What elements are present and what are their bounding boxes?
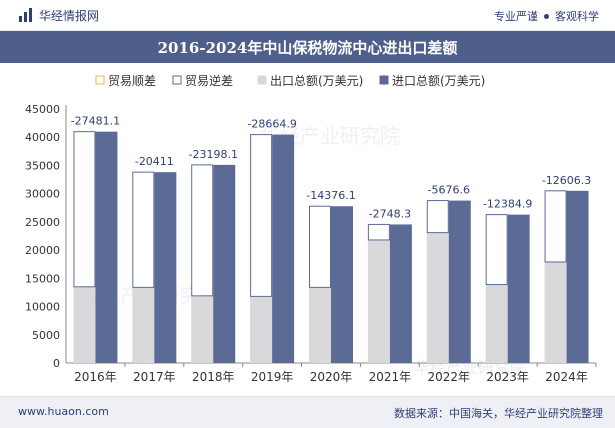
import-bar (389, 224, 412, 363)
y-tick-label: 5000 (32, 329, 60, 342)
export-bar (309, 287, 331, 363)
chart-title-bar: 2016-2024年中山保税物流中心进出口差额 (0, 31, 615, 63)
legend-surplus-label: 贸易顺差 (108, 74, 156, 88)
deficit-bar (426, 200, 449, 234)
x-tick-label: 2024年 (545, 370, 588, 384)
deficit-data-label: -28664.9 (247, 118, 296, 131)
export-bar (73, 286, 96, 363)
website-link[interactable]: www.huaon.com (18, 405, 109, 418)
export-bar (250, 296, 273, 363)
chart-plot: 华经产业研究院华经产业研究院华经产业研究院贸易顺差贸易逆差出口总额(万美元)进口… (25, 73, 597, 384)
export-bar (426, 232, 449, 363)
legend-export-label: 出口总额(万美元) (270, 74, 363, 88)
deficit-bar (485, 214, 508, 286)
legend-deficit-label: 贸易逆差 (185, 73, 233, 88)
chart-title: 2016-2024年中山保税物流中心进出口差额 (157, 38, 458, 57)
footer: www.huaon.com 数据来源：中国海关，华经产业研究院整理 (0, 396, 615, 428)
deficit-bar (250, 134, 273, 297)
y-tick-label: 25000 (25, 216, 60, 229)
deficit-bar (132, 171, 155, 288)
deficit-bar (544, 190, 567, 263)
x-tick-label: 2016年 (74, 370, 117, 384)
legend-import-label: 进口总额(万美元) (392, 74, 485, 88)
x-tick-label: 2023年 (486, 370, 529, 384)
x-tick-label: 2022年 (428, 370, 471, 384)
import-bar (272, 134, 295, 363)
top-bar: 华经情报网 专业严谨 客观科学 (0, 0, 615, 31)
legend-surplus-swatch (95, 75, 105, 85)
x-tick-label: 2021年 (369, 370, 412, 384)
deficit-data-label: -27481.1 (71, 115, 120, 128)
deficit-bar (309, 205, 331, 288)
brand-logo-icon (19, 8, 32, 22)
export-bar (367, 239, 390, 363)
slogan-right: 客观科学 (555, 10, 599, 23)
deficit-bar (191, 164, 214, 297)
brand[interactable]: 华经情报网 (18, 7, 99, 23)
deficit-bar (73, 131, 96, 288)
x-tick-label: 2017年 (133, 370, 176, 384)
deficit-bar (367, 223, 390, 241)
import-bar (154, 172, 177, 363)
import-bar (507, 214, 530, 363)
x-tick-label: 2020年 (310, 370, 353, 384)
deficit-data-label: -12606.3 (542, 174, 591, 187)
deficit-data-label: -2748.3 (369, 207, 411, 220)
deficit-data-label: -12384.9 (483, 198, 532, 211)
import-bar (331, 206, 353, 363)
legend-export-swatch (257, 75, 267, 85)
deficit-data-label: -23198.1 (188, 148, 237, 161)
export-bar (485, 284, 508, 363)
import-bar (566, 190, 589, 363)
y-tick-label: 10000 (25, 301, 60, 314)
slogan-left: 专业严谨 (494, 10, 538, 23)
deficit-data-label: -14376.1 (306, 189, 355, 202)
x-tick-label: 2019年 (251, 370, 294, 384)
import-bar (448, 200, 471, 363)
import-bar (213, 164, 236, 363)
export-bar (191, 295, 214, 363)
deficit-data-label: -20411 (135, 155, 174, 168)
y-tick-label: 15000 (25, 272, 60, 285)
y-tick-label: 40000 (25, 131, 60, 144)
import-bar (95, 131, 118, 363)
x-tick-label: 2018年 (192, 370, 235, 384)
y-tick-label: 35000 (25, 159, 60, 172)
y-tick-label: 30000 (25, 188, 60, 201)
y-tick-label: 0 (53, 357, 60, 370)
legend-import-swatch (379, 75, 389, 85)
slogan: 专业严谨 客观科学 (494, 8, 599, 24)
y-tick-label: 45000 (25, 103, 60, 116)
separator-dot-icon (544, 13, 549, 19)
data-source: 数据来源：中国海关，华经产业研究院整理 (394, 407, 603, 420)
export-bar (132, 287, 155, 363)
legend-deficit-swatch (172, 75, 182, 85)
export-bar (544, 261, 567, 363)
brand-name: 华经情报网 (39, 8, 100, 23)
y-tick-label: 20000 (25, 244, 60, 257)
deficit-data-label: -5676.6 (428, 184, 470, 197)
